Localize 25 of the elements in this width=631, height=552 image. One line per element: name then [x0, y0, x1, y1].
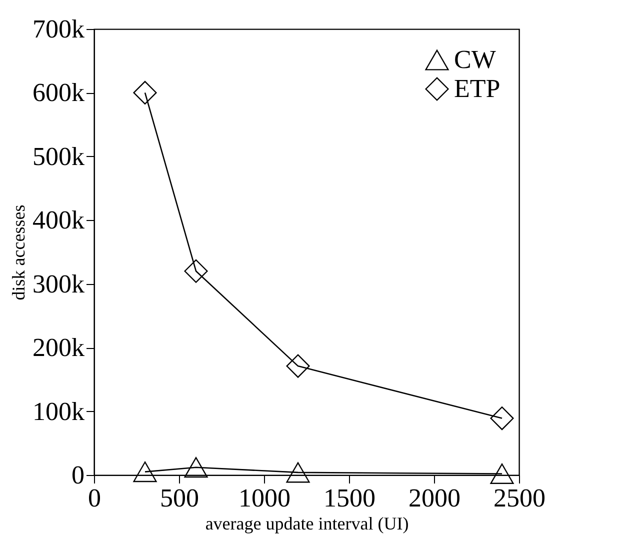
- y-tick-label: 600k: [32, 78, 84, 108]
- point: [133, 462, 157, 482]
- point: [490, 463, 514, 484]
- y-tick-label: 200k: [32, 333, 84, 362]
- x-tick-label: 1500: [324, 484, 376, 512]
- point: [286, 354, 310, 378]
- x-tick-label: 500: [160, 484, 199, 512]
- point: [286, 462, 310, 483]
- legend-label: ETP: [454, 74, 500, 103]
- y-tick-label: 100k: [32, 396, 84, 426]
- x-tick-label: 1000: [238, 484, 290, 512]
- point: [490, 406, 514, 430]
- x-tick-label: 2000: [408, 484, 460, 512]
- x-tick-label: 2500: [494, 484, 546, 512]
- y-axis-title: disk accesses: [8, 204, 28, 300]
- point: [133, 80, 157, 104]
- y-tick-label: 500k: [32, 142, 84, 171]
- y-tick-label: 700k: [32, 14, 84, 44]
- point: [184, 259, 208, 283]
- y-tick-label: 300k: [32, 269, 84, 298]
- point: [184, 457, 208, 478]
- legend-label: CW: [454, 45, 496, 74]
- y-tick-label: 0: [72, 460, 84, 490]
- x-axis-title: average update interval (UI): [205, 514, 409, 534]
- y-tick-label: 400k: [32, 206, 84, 235]
